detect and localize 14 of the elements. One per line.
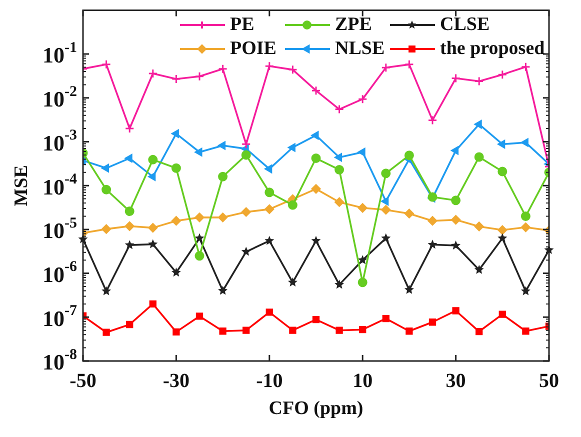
legend-label: PE xyxy=(230,14,254,35)
x-tick-label: 10 xyxy=(352,370,373,392)
legend-label: CLSE xyxy=(440,14,490,35)
x-tick-label: -10 xyxy=(256,370,283,392)
x-tick-label: 50 xyxy=(539,370,559,392)
legend-label: NLSE xyxy=(335,38,385,59)
x-tick-label: -50 xyxy=(70,370,96,392)
x-tick-label: -30 xyxy=(162,370,190,392)
legend-label: POIE xyxy=(230,38,276,59)
legend-label: the proposed xyxy=(440,38,546,59)
legend-label: ZPE xyxy=(335,14,372,35)
x-tick-label: 30 xyxy=(446,370,466,392)
y-axis-title: MSE xyxy=(10,165,32,206)
x-axis-title: CFO (ppm) xyxy=(268,398,364,419)
